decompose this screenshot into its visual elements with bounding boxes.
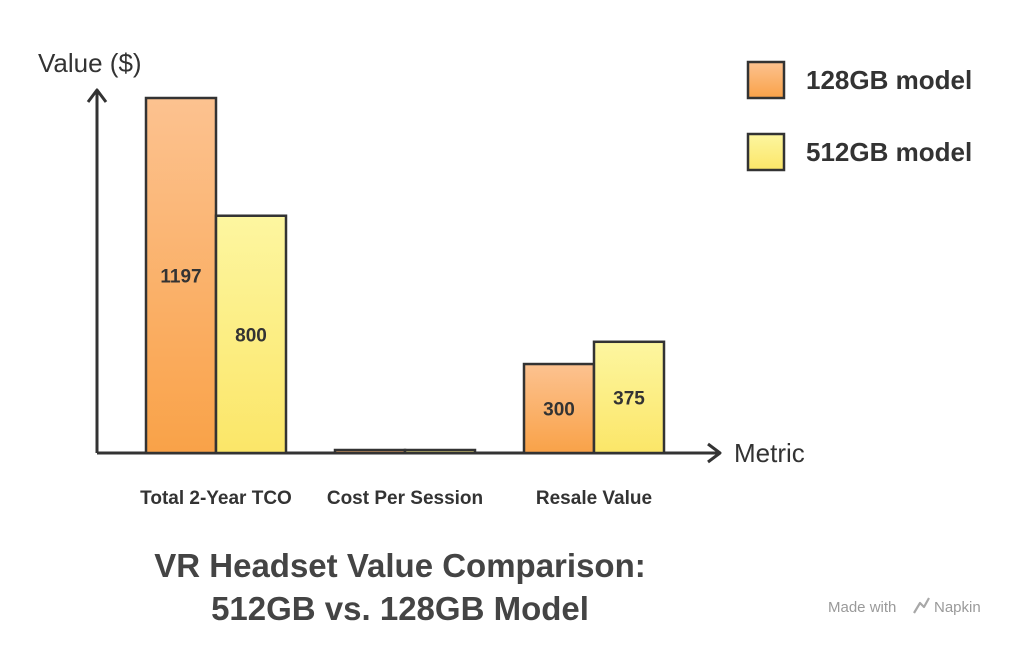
bars-group [144,96,666,455]
category-label-1: Cost Per Session [327,488,483,509]
value-label-128gb-cat-0: 1197 [160,267,201,288]
category-label-2: Resale Value [536,488,652,509]
x-axis-arrow [707,442,722,464]
legend-swatch-128gb [746,60,786,100]
bar-128gb-cat-0 [144,96,218,455]
value-labels-group: 1197 800 300 375 [160,267,645,421]
y-axis-label: Value ($) [38,48,142,78]
credit-brand: Napkin [934,599,981,616]
bar-512gb-cat-0 [214,214,288,455]
legend-swatch-512gb [746,132,786,172]
value-label-512gb-cat-2: 375 [613,388,645,409]
chart-title-line-1: VR Headset Value Comparison: [154,547,645,584]
bar-128gb-cat-1 [333,448,407,455]
bar-128gb-cat-2 [522,362,596,455]
bar-512gb-cat-1 [403,448,477,455]
napkin-logo-icon [913,597,930,614]
legend-label-128gb: 128GB model [806,65,972,95]
x-axis-label: Metric [734,438,805,468]
bar-512gb-cat-2 [592,340,666,455]
value-label-512gb-cat-0: 800 [235,325,267,346]
category-labels-group: Total 2-Year TCO Cost Per Session Resale V… [140,488,652,509]
chart-title-line-2: 512GB vs. 128GB Model [211,590,589,627]
legend: 128GB model 512GB model [746,60,972,172]
y-axis-arrow [86,88,108,103]
credit-made-with: Made with [828,599,896,616]
value-label-128gb-cat-2: 300 [543,400,575,421]
category-label-0: Total 2-Year TCO [140,488,292,509]
legend-label-512gb: 512GB model [806,137,972,167]
made-with-napkin-credit: Made with Napkin [828,597,981,616]
